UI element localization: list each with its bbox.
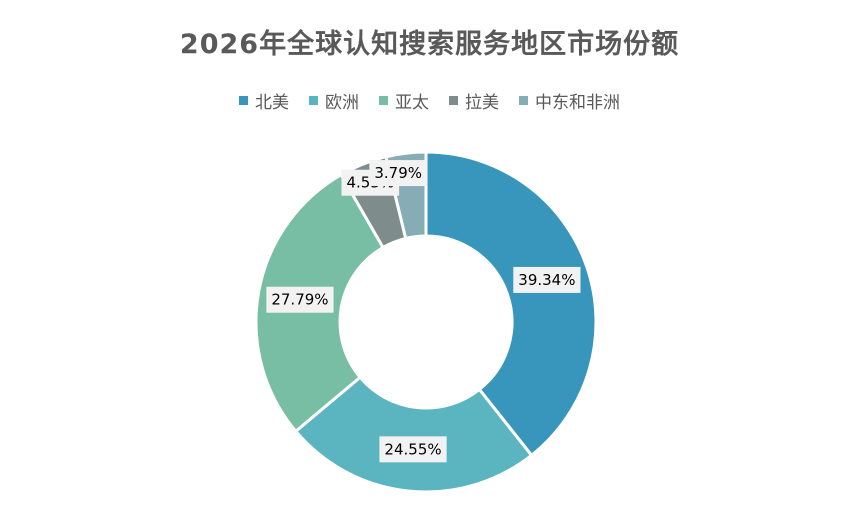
legend-item-latin-america: 拉美: [449, 88, 499, 113]
data-label-box: [369, 160, 428, 187]
donut-data-labels: 39.34%24.55%27.79%4.53%3.79%: [266, 160, 581, 463]
data-label-europe: 24.55%: [379, 436, 447, 463]
data-label-north-america: 39.34%: [513, 266, 581, 293]
legend-swatch: [449, 96, 458, 105]
data-label-text: 39.34%: [518, 271, 575, 289]
data-label-text: 27.79%: [271, 291, 328, 309]
slice-europe: [293, 375, 534, 494]
legend-item-north-america: 北美: [239, 88, 289, 113]
data-label-box: [266, 286, 334, 313]
legend-label: 欧洲: [325, 93, 359, 113]
data-label-asia-pacific: 27.79%: [266, 286, 334, 313]
data-label-box: [379, 436, 447, 463]
legend-label: 北美: [255, 93, 289, 113]
legend: 北美 欧洲 亚太 拉美 中东和非洲: [0, 88, 859, 113]
data-label-box: [513, 266, 581, 293]
legend-item-middle-east-africa: 中东和非洲: [519, 88, 620, 113]
legend-label: 中东和非洲: [535, 93, 620, 113]
legend-label: 拉美: [465, 93, 499, 113]
data-label-text: 24.55%: [384, 440, 441, 458]
legend-swatch: [239, 96, 248, 105]
slice-north-america: [424, 150, 598, 458]
legend-item-europe: 欧洲: [309, 88, 359, 113]
data-label-text: 3.79%: [374, 164, 422, 182]
chart-title: 2026年全球认知搜索服务地区市场份额: [179, 29, 680, 60]
legend-swatch: [309, 96, 318, 105]
legend-swatch: [379, 96, 388, 105]
legend-item-asia-pacific: 亚太: [379, 88, 429, 113]
legend-swatch: [519, 96, 528, 105]
legend-label: 亚太: [395, 93, 429, 113]
data-label-middle-east-africa: 3.79%: [369, 160, 428, 187]
